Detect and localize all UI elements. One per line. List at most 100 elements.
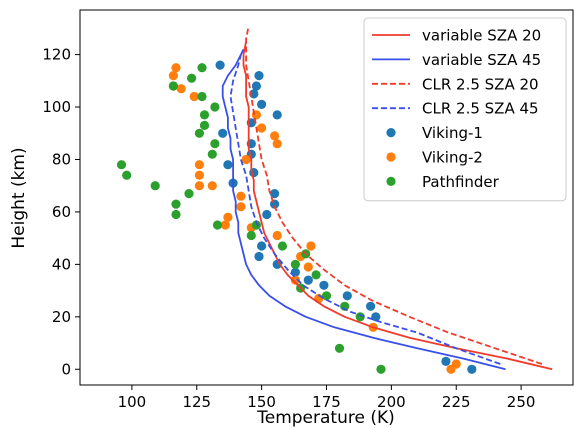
- x-axis-label: Temperature (K): [256, 408, 395, 428]
- point-pathfinder-17: [122, 170, 132, 180]
- point-viking-1-5: [319, 280, 329, 290]
- point-viking-1-3: [366, 301, 376, 311]
- point-pathfinder-4: [321, 291, 332, 301]
- point-pathfinder-20: [210, 139, 220, 149]
- point-viking-2-6: [306, 241, 316, 251]
- point-viking-1-25: [254, 71, 264, 81]
- line-clr-2-5-sza-20: [245, 25, 543, 365]
- x-tick-label-225: 225: [442, 393, 471, 411]
- point-viking-1-4: [342, 291, 352, 301]
- point-pathfinder-25: [197, 91, 207, 102]
- point-viking-1-22: [257, 99, 267, 109]
- point-viking-1-16: [223, 160, 233, 170]
- point-pathfinder-12: [212, 220, 223, 230]
- point-viking-2-1: [451, 359, 461, 369]
- point-pathfinder-2: [355, 312, 365, 322]
- point-pathfinder-22: [199, 120, 210, 130]
- point-viking-2-23: [189, 91, 199, 102]
- point-viking-2-11: [223, 212, 233, 222]
- y-axis-label: Height (km): [9, 147, 29, 248]
- point-pathfinder-11: [251, 220, 261, 230]
- point-pathfinder-23: [199, 110, 210, 120]
- y-tick-label-40: 40: [52, 255, 71, 273]
- point-viking-1-13: [270, 189, 280, 199]
- legend-label-pathfinder: Pathfinder: [422, 173, 500, 191]
- point-viking-2-26: [168, 71, 178, 81]
- y-tick-label-20: 20: [52, 308, 71, 326]
- point-viking-1-26: [215, 60, 225, 70]
- legend-swatch-viking-2: [386, 152, 396, 162]
- legend-label-clr-2-5-sza-45: CLR 2.5 SZA 45: [422, 100, 539, 118]
- x-tick-label-175: 175: [312, 393, 341, 411]
- point-viking-2-4: [290, 275, 300, 285]
- legend-swatch-viking-1: [386, 128, 396, 138]
- point-viking-2-10: [220, 220, 230, 230]
- point-pathfinder-27: [187, 73, 197, 83]
- point-viking-1-0: [467, 364, 477, 374]
- line-variable-sza-20: [242, 41, 553, 371]
- point-pathfinder-15: [184, 189, 194, 199]
- y-tick-label-100: 100: [42, 98, 71, 116]
- legend-frame: [363, 17, 567, 202]
- line-clr-2-5-sza-45: [229, 54, 501, 365]
- point-viking-2-20: [270, 131, 280, 141]
- line-variable-sza-45: [221, 48, 506, 371]
- point-viking-1-6: [303, 275, 313, 285]
- point-viking-1-10: [257, 241, 267, 251]
- series-viking-1: [215, 60, 477, 374]
- point-pathfinder-16: [150, 181, 160, 191]
- point-viking-2-12: [236, 202, 246, 212]
- x-tick-label-200: 200: [377, 393, 406, 411]
- legend-label-viking-2: Viking-2: [422, 149, 483, 167]
- x-tick-label-100: 100: [118, 393, 147, 411]
- point-pathfinder-28: [197, 63, 207, 73]
- point-viking-2-15: [207, 181, 217, 191]
- legend-label-variable-sza-45: variable SZA 45: [422, 51, 541, 69]
- x-axis: 100 125 150 175 200 225 250: [118, 385, 536, 411]
- point-viking-1-9: [254, 251, 264, 262]
- legend-swatch-pathfinder: [386, 176, 396, 186]
- point-pathfinder-26: [168, 81, 178, 91]
- point-pathfinder-7: [290, 259, 300, 269]
- point-viking-2-5: [303, 262, 313, 272]
- point-viking-2-13: [236, 191, 246, 201]
- x-tick-label-250: 250: [507, 393, 536, 411]
- point-viking-2-16: [194, 170, 204, 180]
- point-viking-1-21: [272, 110, 282, 120]
- point-pathfinder-0: [376, 364, 386, 374]
- point-viking-2-27: [171, 63, 181, 73]
- series-viking-2: [168, 63, 461, 374]
- y-axis: 0 20 40 60 80 100 120: [42, 46, 80, 378]
- point-viking-2-24: [176, 84, 186, 94]
- point-pathfinder-24: [210, 102, 220, 112]
- series-layer: [116, 25, 553, 374]
- point-viking-1-24: [251, 81, 261, 91]
- point-pathfinder-13: [171, 209, 181, 220]
- point-pathfinder-21: [194, 128, 204, 138]
- point-pathfinder-18: [116, 160, 127, 170]
- point-pathfinder-9: [277, 241, 287, 251]
- x-tick-label-150: 150: [247, 393, 276, 411]
- y-tick-label-120: 120: [42, 46, 71, 64]
- point-viking-2-21: [257, 123, 267, 133]
- point-pathfinder-6: [311, 270, 321, 280]
- point-pathfinder-14: [171, 199, 181, 209]
- point-pathfinder-10: [246, 230, 256, 241]
- y-tick-label-80: 80: [52, 150, 71, 168]
- point-viking-1-2: [371, 312, 381, 322]
- point-viking-2-18: [241, 154, 251, 165]
- point-viking-2-19: [272, 139, 282, 149]
- y-tick-label-60: 60: [52, 203, 71, 221]
- point-pathfinder-1: [334, 343, 345, 353]
- point-viking-2-8: [272, 230, 282, 241]
- legend: variable SZA 20 variable SZA 45 CLR 2.5 SZ…: [363, 17, 567, 202]
- legend-label-clr-2-5-sza-20: CLR 2.5 SZA 20: [422, 75, 539, 93]
- x-tick-label-125: 125: [182, 393, 211, 411]
- legend-label-viking-1: Viking-1: [422, 124, 483, 142]
- point-pathfinder-19: [207, 149, 217, 159]
- point-viking-2-14: [194, 181, 204, 191]
- point-viking-1-1: [441, 356, 451, 366]
- point-viking-1-11: [262, 209, 272, 220]
- legend-label-variable-sza-20: variable SZA 20: [422, 27, 541, 45]
